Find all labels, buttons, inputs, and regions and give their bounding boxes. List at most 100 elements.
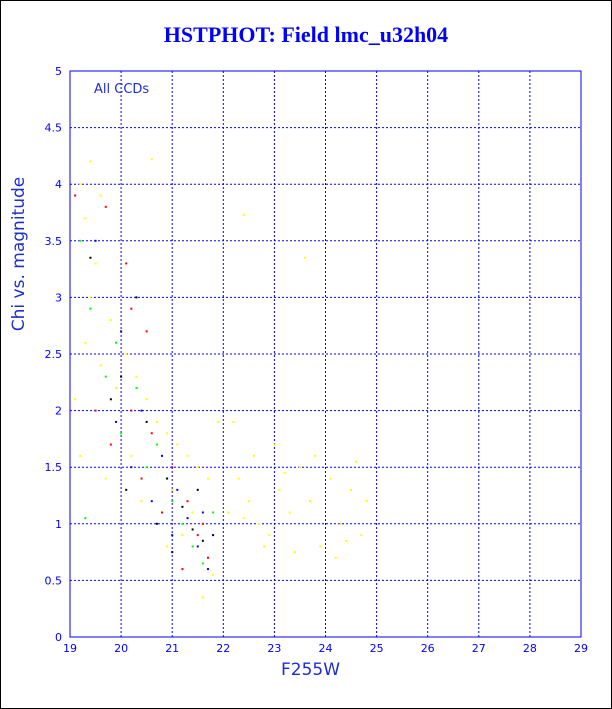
data-point: [196, 466, 199, 469]
data-point: [176, 488, 179, 491]
data-point: [140, 500, 143, 503]
data-point: [171, 488, 174, 491]
data-point: [114, 341, 117, 344]
data-point: [99, 194, 102, 197]
data-point: [212, 534, 215, 537]
data-point: [155, 522, 158, 525]
y-tick-label: 1.5: [45, 461, 63, 474]
data-point: [130, 409, 133, 412]
data-point: [181, 534, 184, 537]
data-point: [125, 262, 128, 265]
data-point: [196, 545, 199, 548]
data-point: [350, 488, 353, 491]
data-point: [140, 477, 143, 480]
data-point: [217, 420, 220, 423]
data-point: [125, 353, 128, 355]
data-point: [89, 296, 92, 299]
data-point: [273, 443, 276, 446]
data-point: [74, 398, 77, 401]
data-point: [186, 517, 189, 520]
y-tick-label: 4.5: [45, 122, 63, 135]
data-point: [79, 239, 82, 242]
data-point: [212, 573, 215, 576]
y-tick-label: 3.5: [45, 235, 63, 248]
data-point: [79, 454, 82, 457]
data-point: [166, 477, 169, 480]
data-point: [252, 454, 255, 457]
data-point: [94, 239, 97, 242]
data-point: [79, 183, 82, 186]
data-point: [360, 534, 363, 537]
data-point: [206, 556, 209, 559]
data-point: [242, 517, 245, 520]
data-point: [145, 398, 148, 401]
annotation-all-ccds: All CCDs: [94, 82, 149, 97]
data-point: [150, 158, 153, 161]
data-point: [206, 477, 209, 480]
data-point: [191, 528, 194, 531]
data-point: [120, 330, 123, 333]
plot-area: [69, 70, 582, 638]
x-tick-label: 26: [421, 642, 435, 655]
data-point: [304, 256, 307, 259]
data-point: [135, 296, 138, 299]
y-tick-label: 1: [55, 518, 62, 531]
x-tick-label: 23: [267, 642, 281, 655]
y-axis-label: Chi vs. magnitude: [9, 177, 29, 331]
x-tick-label: 29: [574, 642, 588, 655]
data-point: [166, 545, 169, 548]
data-point: [191, 545, 194, 548]
data-point: [114, 420, 117, 423]
data-point: [104, 477, 107, 480]
data-point: [155, 420, 158, 423]
data-point: [298, 466, 301, 469]
data-point: [288, 511, 291, 514]
data-point: [135, 375, 138, 378]
data-point: [329, 477, 332, 480]
x-tick-label: 20: [114, 642, 128, 655]
data-point: [171, 500, 174, 503]
data-point: [99, 364, 102, 367]
data-points: [74, 158, 368, 599]
data-point: [109, 443, 112, 446]
y-tick-label: 2: [55, 405, 62, 418]
data-point: [191, 511, 194, 514]
data-point: [201, 539, 204, 542]
data-point: [212, 511, 215, 514]
data-point: [171, 466, 174, 469]
data-point: [145, 420, 148, 423]
data-point: [171, 551, 174, 554]
data-point: [309, 500, 312, 503]
data-point: [355, 460, 358, 463]
data-point: [155, 443, 158, 446]
data-point: [186, 454, 189, 457]
axis-ticks: 19 20 21 22 23 24 25 26 27 28 29 0 0.5 1 1.5 2 2.5 3 3.5 4 4…: [45, 65, 589, 655]
data-point: [201, 522, 204, 525]
data-point: [201, 511, 204, 514]
data-point: [186, 500, 189, 503]
data-point: [150, 500, 153, 503]
data-point: [135, 386, 138, 389]
data-point: [84, 517, 87, 520]
data-point: [130, 454, 133, 457]
data-point: [206, 568, 209, 571]
data-point: [176, 443, 179, 446]
data-point: [125, 488, 128, 491]
data-point: [201, 596, 204, 599]
data-point: [104, 375, 107, 378]
x-axis-label: F255W: [281, 660, 340, 680]
data-point: [227, 511, 230, 514]
data-point: [160, 511, 163, 514]
data-point: [196, 534, 199, 537]
data-point: [339, 522, 342, 525]
data-point: [201, 562, 204, 565]
data-point: [109, 319, 112, 322]
data-point: [181, 522, 184, 525]
data-point: [120, 432, 123, 435]
data-point: [84, 217, 87, 220]
data-point: [120, 375, 123, 378]
data-point: [293, 551, 296, 554]
x-tick-label: 19: [63, 642, 77, 655]
y-tick-label: 5: [55, 65, 62, 78]
data-point: [365, 500, 368, 503]
